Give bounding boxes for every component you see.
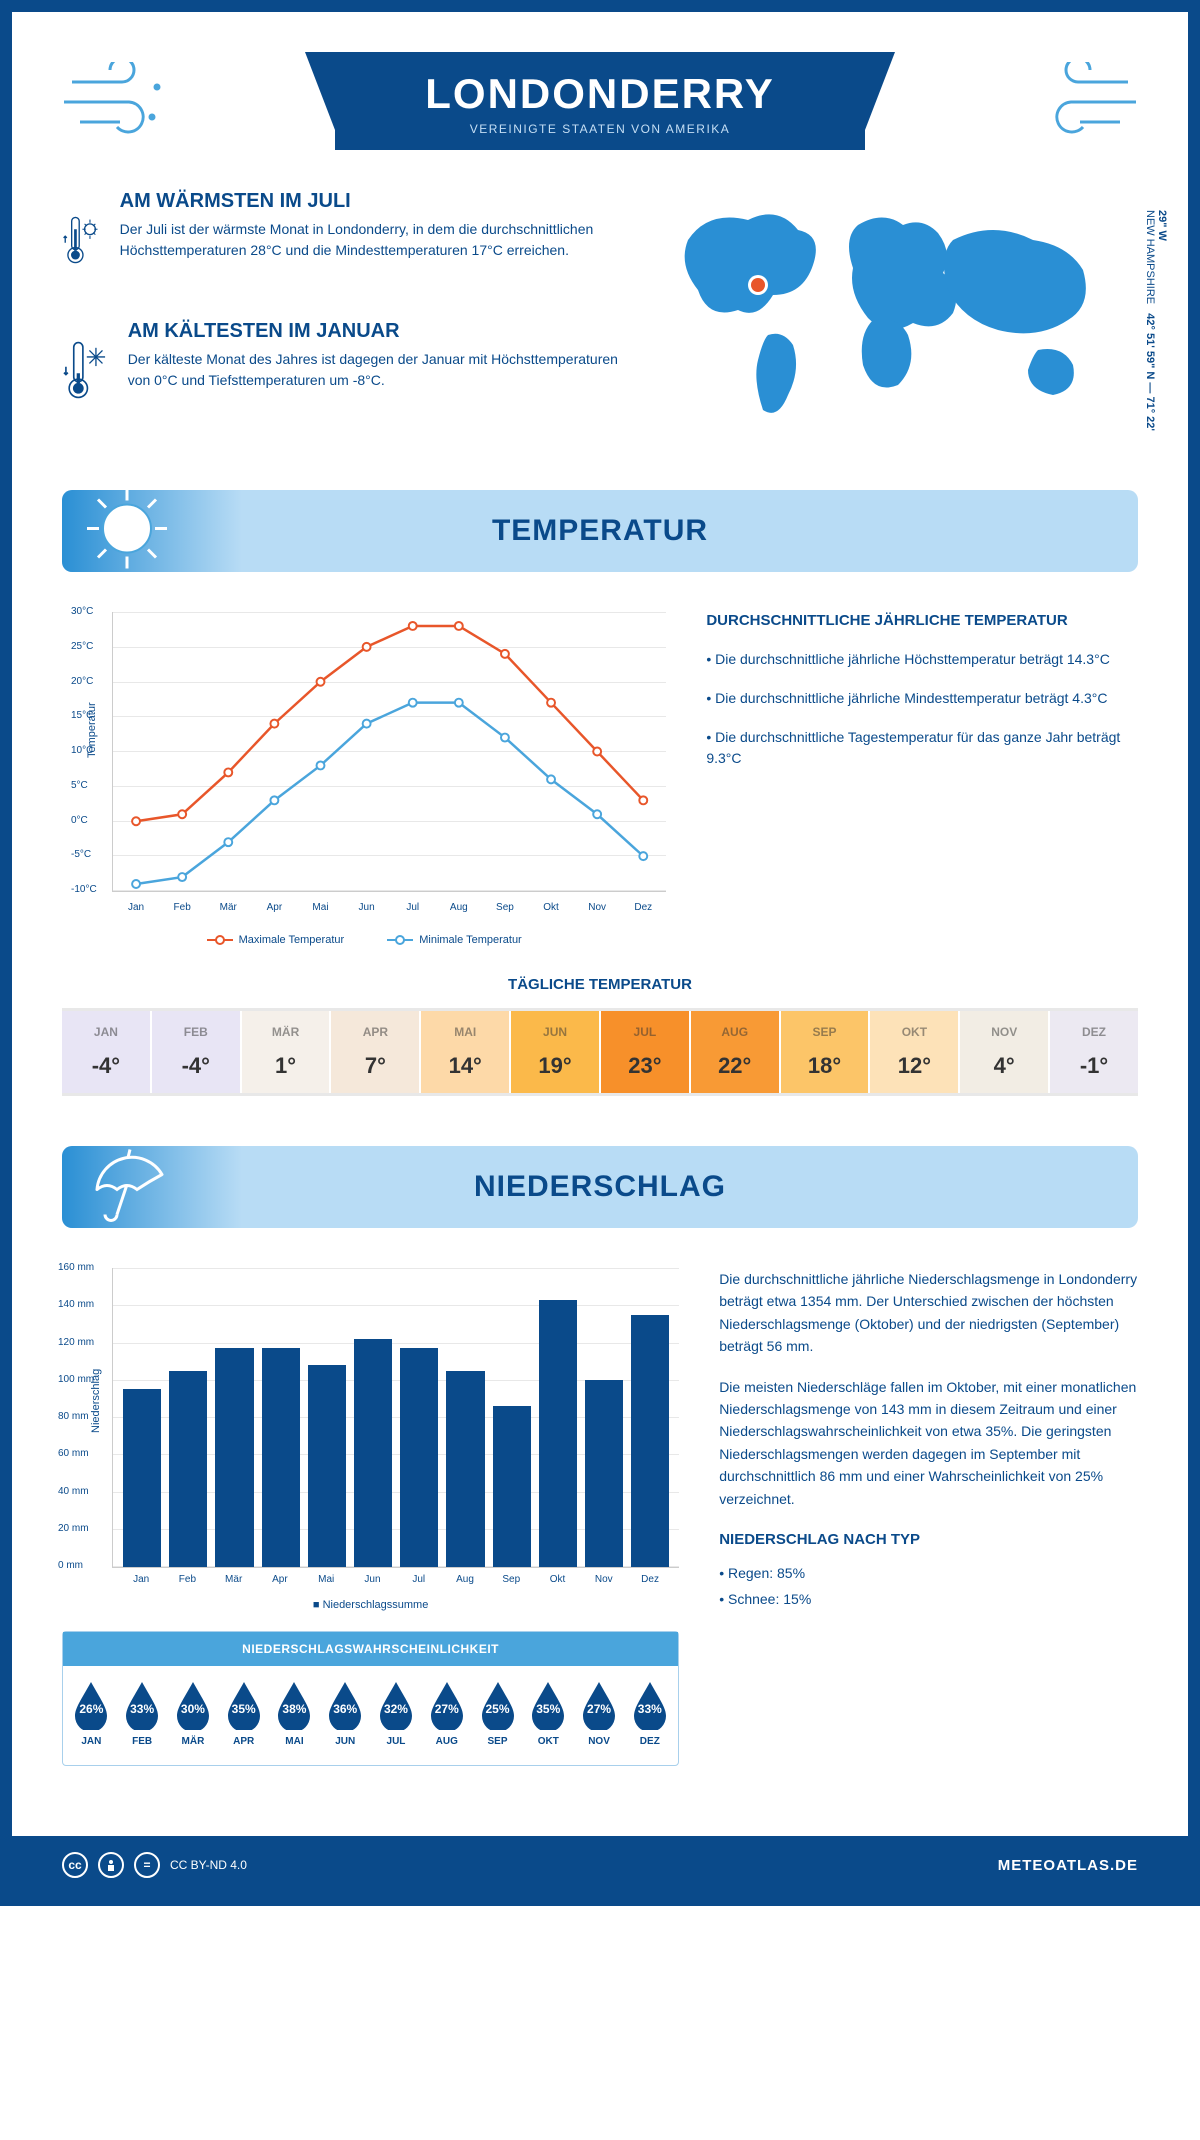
wind-icon bbox=[62, 62, 172, 142]
drop-item: 36%JUN bbox=[321, 1680, 370, 1747]
header: LONDONDERRY VEREINIGTE STAATEN VON AMERI… bbox=[62, 52, 1138, 150]
coldest-block: AM KÄLTESTEN IM JANUAR Der kälteste Mona… bbox=[62, 320, 618, 420]
wind-icon bbox=[1028, 62, 1138, 142]
bar bbox=[123, 1389, 161, 1567]
drop-item: 35%OKT bbox=[524, 1680, 573, 1747]
precipitation-bar-chart: Niederschlag 160 mm140 mm120 mm100 mm80 … bbox=[62, 1268, 679, 1766]
temp-cell: JUN19° bbox=[511, 1011, 601, 1093]
coldest-title: AM KÄLTESTEN IM JANUAR bbox=[128, 320, 618, 343]
temp-cell: APR7° bbox=[331, 1011, 421, 1093]
bar bbox=[631, 1315, 669, 1567]
umbrella-icon bbox=[82, 1146, 172, 1228]
bar bbox=[354, 1339, 392, 1567]
daily-temp-title: TÄGLICHE TEMPERATUR bbox=[62, 976, 1138, 993]
city-name: LONDONDERRY bbox=[425, 70, 774, 118]
bar bbox=[400, 1348, 438, 1567]
coordinates: NEW HAMPSHIRE 42° 51' 59" N — 71° 22' 29… bbox=[1144, 210, 1168, 450]
temperature-info: DURCHSCHNITTLICHE JÄHRLICHE TEMPERATUR •… bbox=[706, 612, 1138, 946]
temperature-line-chart: Temperatur 30°C25°C20°C15°C10°C5°C0°C-5°… bbox=[62, 612, 666, 946]
drop-item: 27%AUG bbox=[422, 1680, 471, 1747]
cc-icon: cc bbox=[62, 1852, 88, 1878]
drop-item: 35%APR bbox=[219, 1680, 268, 1747]
temp-cell: OKT12° bbox=[870, 1011, 960, 1093]
temp-cell: MAI14° bbox=[421, 1011, 511, 1093]
temperature-banner: TEMPERATUR bbox=[62, 490, 1138, 572]
temp-cell: DEZ-1° bbox=[1050, 1011, 1138, 1093]
country-name: VEREINIGTE STAATEN VON AMERIKA bbox=[425, 122, 774, 136]
bar bbox=[215, 1348, 253, 1567]
drop-item: 25%SEP bbox=[473, 1680, 522, 1747]
probability-box: NIEDERSCHLAGSWAHRSCHEINLICHKEIT 26%JAN33… bbox=[62, 1631, 679, 1766]
drop-item: 27%NOV bbox=[575, 1680, 624, 1747]
warmest-title: AM WÄRMSTEN IM JULI bbox=[120, 190, 618, 213]
bar bbox=[262, 1348, 300, 1567]
precipitation-info: Die durchschnittliche jährliche Niedersc… bbox=[719, 1268, 1138, 1766]
world-map: NEW HAMPSHIRE 42° 51' 59" N — 71° 22' 29… bbox=[658, 190, 1138, 450]
nd-icon: = bbox=[134, 1852, 160, 1878]
drop-item: 38%MAI bbox=[270, 1680, 319, 1747]
warmest-text: Der Juli ist der wärmste Monat in London… bbox=[120, 219, 618, 261]
warmest-block: AM WÄRMSTEN IM JULI Der Juli ist der wär… bbox=[62, 190, 618, 290]
temp-cell: MÄR1° bbox=[242, 1011, 332, 1093]
bar bbox=[585, 1380, 623, 1567]
temp-cell: SEP18° bbox=[781, 1011, 871, 1093]
chart-legend: Maximale Temperatur Minimale Temperatur bbox=[62, 932, 666, 946]
bar bbox=[308, 1365, 346, 1567]
sun-icon bbox=[82, 490, 172, 572]
by-icon bbox=[98, 1852, 124, 1878]
drop-item: 32%JUL bbox=[372, 1680, 421, 1747]
footer: cc = CC BY-ND 4.0 METEOATLAS.DE bbox=[12, 1836, 1188, 1894]
temp-cell: JAN-4° bbox=[62, 1011, 152, 1093]
daily-temp-table: JAN-4°FEB-4°MÄR1°APR7°MAI14°JUN19°JUL23°… bbox=[62, 1008, 1138, 1096]
title-banner: LONDONDERRY VEREINIGTE STAATEN VON AMERI… bbox=[335, 52, 864, 150]
bar bbox=[446, 1371, 484, 1567]
thermometer-hot-icon bbox=[62, 190, 100, 290]
coldest-text: Der kälteste Monat des Jahres ist dagege… bbox=[128, 349, 618, 391]
thermometer-cold-icon bbox=[62, 320, 108, 420]
temp-cell: FEB-4° bbox=[152, 1011, 242, 1093]
drop-item: 33%FEB bbox=[118, 1680, 167, 1747]
license: cc = CC BY-ND 4.0 bbox=[62, 1852, 247, 1878]
drop-item: 30%MÄR bbox=[169, 1680, 218, 1747]
intro-section: AM WÄRMSTEN IM JULI Der Juli ist der wär… bbox=[62, 190, 1138, 450]
bar bbox=[539, 1300, 577, 1567]
drop-item: 33%DEZ bbox=[625, 1680, 674, 1747]
precipitation-banner: NIEDERSCHLAG bbox=[62, 1146, 1138, 1228]
bar bbox=[169, 1371, 207, 1567]
bar bbox=[493, 1406, 531, 1567]
drop-item: 26%JAN bbox=[67, 1680, 116, 1747]
temp-cell: AUG22° bbox=[691, 1011, 781, 1093]
temp-cell: JUL23° bbox=[601, 1011, 691, 1093]
site-name: METEOATLAS.DE bbox=[998, 1857, 1138, 1874]
temp-cell: NOV4° bbox=[960, 1011, 1050, 1093]
